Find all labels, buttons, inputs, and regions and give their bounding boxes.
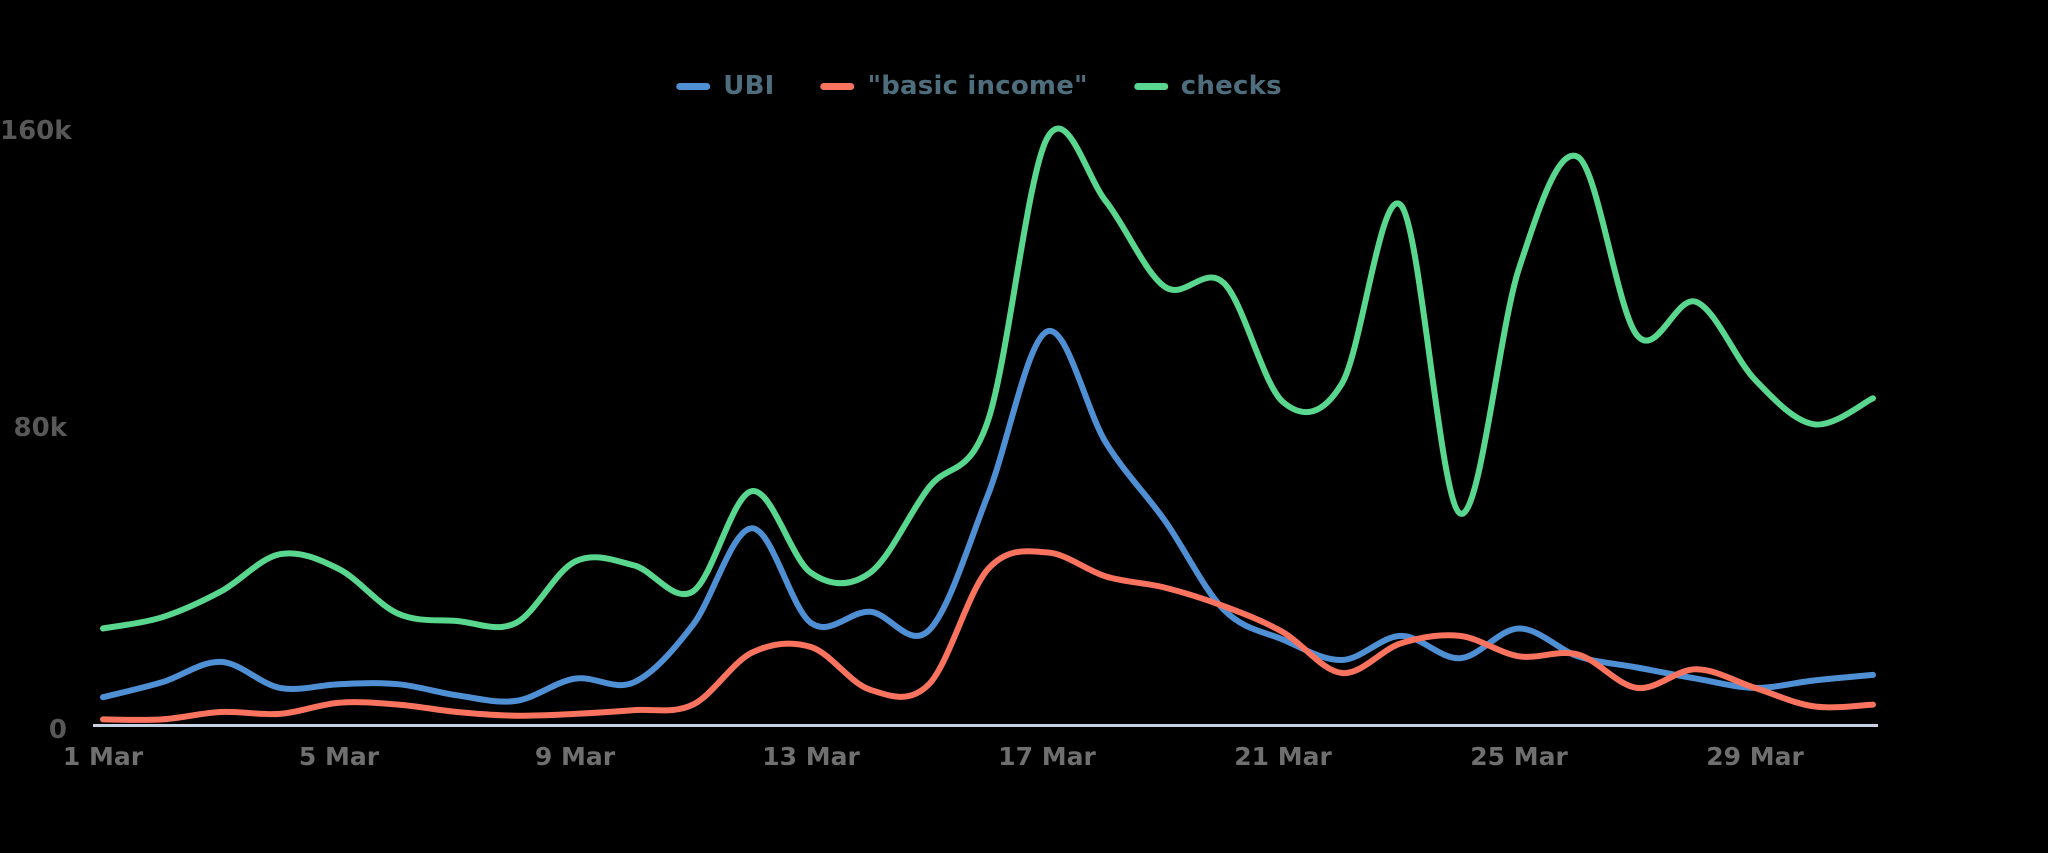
x-axis-tick-label: 5 Mar [298, 742, 380, 771]
series-line-ubi [100, 328, 1876, 705]
y-axis-tick-label: 80k [13, 413, 67, 443]
legend-item-label: "basic income" [867, 71, 1088, 101]
legend-item-basic-income[interactable]: "basic income" [820, 71, 1088, 101]
x-axis-tick-label: 25 Mar [1470, 742, 1568, 771]
y-axis-tick-label: 160k [0, 116, 72, 146]
legend-dash-icon [1133, 82, 1168, 90]
legend-item-ubi[interactable]: UBI [676, 71, 774, 101]
legend: UBI "basic income" checks [676, 71, 1282, 101]
series-line-basic-income [100, 548, 1876, 723]
legend-dash-icon [676, 82, 711, 90]
x-axis-tick-label: 29 Mar [1706, 742, 1804, 771]
series-line-checks [100, 125, 1876, 632]
legend-dash-icon [820, 82, 855, 90]
legend-item-checks[interactable]: checks [1133, 71, 1282, 101]
x-axis-tick-label: 1 Mar [62, 742, 144, 771]
y-axis-tick-label: 0 [48, 715, 67, 745]
x-axis-tick-label: 17 Mar [998, 742, 1096, 771]
legend-item-label: checks [1180, 71, 1282, 101]
x-axis-tick-label: 21 Mar [1234, 742, 1332, 771]
x-axis-tick-label: 9 Mar [534, 742, 616, 771]
legend-item-label: UBI [723, 71, 775, 101]
x-axis-tick-label: 13 Mar [762, 742, 860, 771]
